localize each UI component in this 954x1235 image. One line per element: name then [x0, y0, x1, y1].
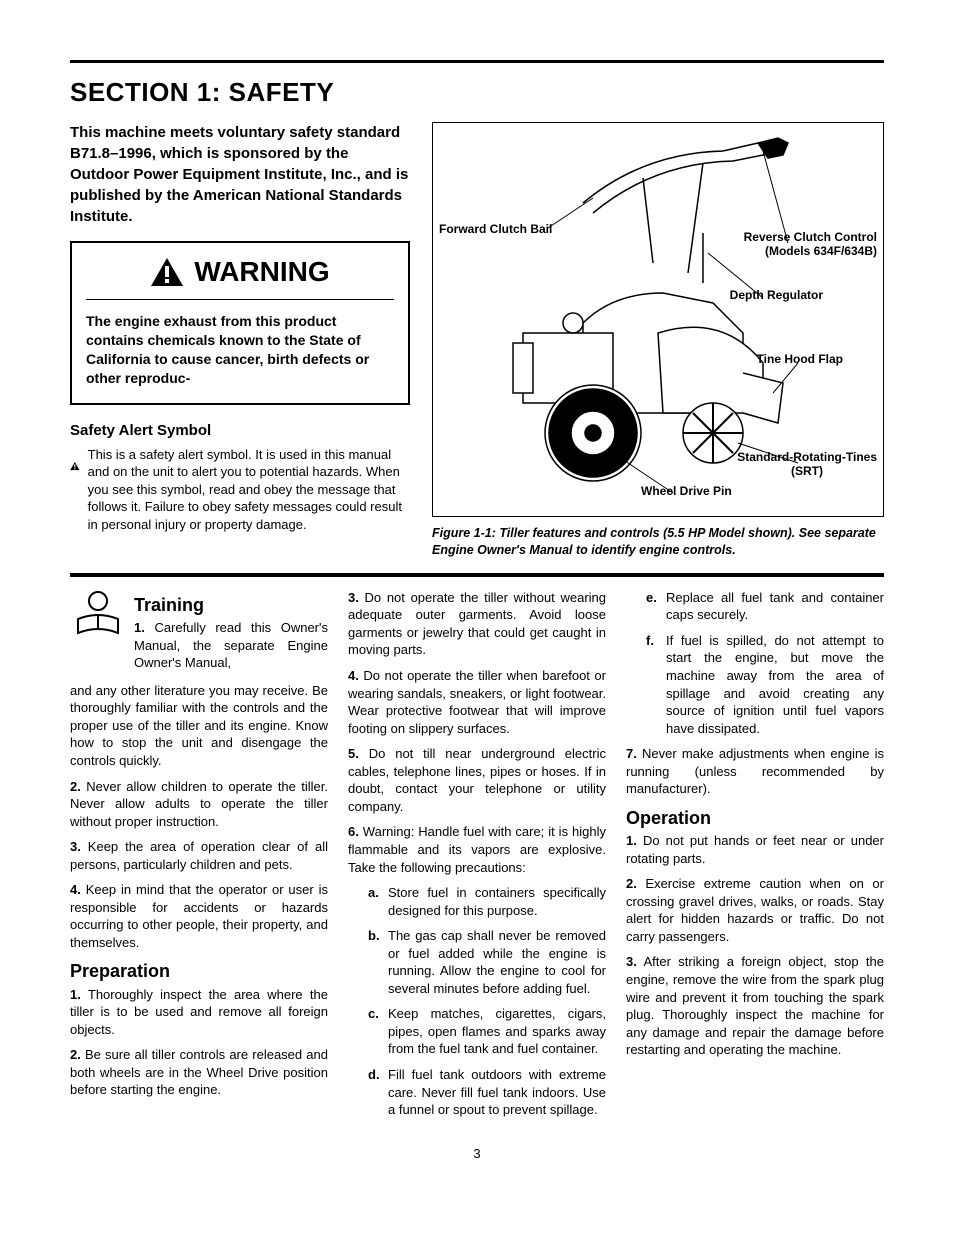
prep-p1-text: Thoroughly inspect the area where the ti… — [70, 987, 328, 1037]
warning-triangle-icon — [150, 257, 184, 287]
preparation-heading: Preparation — [70, 959, 328, 983]
prep-a: a.Store fuel in containers specifically … — [368, 884, 606, 919]
op-p2: 2. Exercise extreme caution when on or c… — [626, 875, 884, 945]
training-p1a-text: Carefully read this Owner's Manual, the … — [134, 620, 328, 670]
upper-region: This machine meets voluntary safety stan… — [70, 122, 884, 559]
prep-c-text: Keep matches, cigarettes, cigars, pipes,… — [388, 1005, 606, 1058]
fig-label-srt2: (SRT) — [791, 463, 823, 479]
prep-f-text: If fuel is spilled, do not attempt to st… — [666, 632, 884, 737]
training-p1b: and any other literature you may receive… — [70, 682, 328, 770]
training-p3: 3. Keep the area of operation clear of a… — [70, 838, 328, 873]
top-rule — [70, 60, 884, 63]
prep-b: b.The gas cap shall never be removed or … — [368, 927, 606, 997]
prep-p6: 6. Warning: Handle fuel with care; it is… — [348, 823, 606, 876]
training-heading: Training — [134, 593, 328, 617]
op-p3-text: After striking a foreign object, stop th… — [626, 954, 884, 1057]
fig-label-wdp: Wheel Drive Pin — [641, 483, 732, 499]
warning-body: The engine exhaust from this product con… — [86, 312, 394, 388]
warning-box: WARNING The engine exhaust from this pro… — [70, 241, 410, 405]
training-p3-text: Keep the area of operation clear of all … — [70, 839, 328, 872]
intro-paragraph: This machine meets voluntary safety stan… — [70, 122, 410, 227]
fig-label-dr: Depth Regulator — [730, 287, 823, 303]
op-p2-text: Exercise extreme caution when on or cros… — [626, 876, 884, 944]
prep-p7-text: Never make adjustments when engine is ru… — [626, 746, 884, 796]
right-column: Forward Clutch Bail Reverse Clutch Contr… — [432, 122, 884, 559]
prep-p7: 7. Never make adjustments when engine is… — [626, 745, 884, 798]
manual-reader-icon — [70, 589, 126, 642]
training-p1a: 1. Carefully read this Owner's Manual, t… — [134, 619, 328, 672]
safety-alert-row: This is a safety alert symbol. It is use… — [70, 446, 410, 534]
training-p2: 2. Never allow children to operate the t… — [70, 778, 328, 831]
training-p4: 4. Keep in mind that the operator or use… — [70, 881, 328, 951]
op-p1-text: Do not put hands or feet near or under r… — [626, 833, 884, 866]
prep-f: f.If fuel is spilled, do not attempt to … — [646, 632, 884, 737]
prep-p5: 5. Do not till near underground electric… — [348, 745, 606, 815]
section-title: SECTION 1: SAFETY — [70, 75, 884, 110]
prep-p3-text: Do not operate the tiller without wearin… — [348, 590, 606, 658]
safety-alert-body: This is a safety alert symbol. It is use… — [88, 446, 410, 534]
prep-p2: 2. Be sure all tiller controls are relea… — [70, 1046, 328, 1099]
warning-header: WARNING — [86, 253, 394, 300]
mid-rule — [70, 573, 884, 577]
prep-a-text: Store fuel in containers specifically de… — [388, 884, 606, 919]
col-2: 3. Do not operate the tiller without wea… — [348, 589, 606, 1127]
prep-d-text: Fill fuel tank outdoors with extreme car… — [388, 1066, 606, 1119]
fig-label-fcb: Forward Clutch Bail — [439, 221, 552, 237]
prep-d: d.Fill fuel tank outdoors with extreme c… — [368, 1066, 606, 1119]
prep-b-text: The gas cap shall never be removed or fu… — [388, 927, 606, 997]
figure-caption: Figure 1-1: Tiller features and controls… — [432, 525, 884, 559]
page-number: 3 — [70, 1145, 884, 1163]
warning-heading-text: WARNING — [194, 253, 329, 291]
prep-p4: 4. Do not operate the tiller when barefo… — [348, 667, 606, 737]
col-3: e.Replace all fuel tank and container ca… — [626, 589, 884, 1127]
lower-columns: Training 1. Carefully read this Owner's … — [70, 589, 884, 1127]
figure-box: Forward Clutch Bail Reverse Clutch Contr… — [432, 122, 884, 517]
operation-heading: Operation — [626, 806, 884, 830]
training-header-row: Training 1. Carefully read this Owner's … — [70, 589, 328, 680]
op-p3: 3. After striking a foreign object, stop… — [626, 953, 884, 1058]
prep-p3: 3. Do not operate the tiller without wea… — [348, 589, 606, 659]
left-column: This machine meets voluntary safety stan… — [70, 122, 410, 559]
fig-label-rcc2: (Models 634F/634B) — [765, 243, 877, 259]
op-p1: 1. Do not put hands or feet near or unde… — [626, 832, 884, 867]
training-p2-text: Never allow children to operate the till… — [70, 779, 328, 829]
fig-label-thf: Tine Hood Flap — [757, 351, 843, 367]
col-1: Training 1. Carefully read this Owner's … — [70, 589, 328, 1127]
prep-p2-text: Be sure all tiller controls are released… — [70, 1047, 328, 1097]
prep-p6-text: Warning: Handle fuel with care; it is hi… — [348, 824, 606, 874]
prep-c: c.Keep matches, cigarettes, cigars, pipe… — [368, 1005, 606, 1058]
prep-e-text: Replace all fuel tank and container caps… — [666, 589, 884, 624]
prep-sublist: a.Store fuel in containers specifically … — [348, 884, 606, 1119]
alert-triangle-icon — [70, 446, 80, 486]
safety-alert-heading: Safety Alert Symbol — [70, 421, 410, 441]
prep-p4-text: Do not operate the tiller when barefoot … — [348, 668, 606, 736]
prep-p5-text: Do not till near underground electric ca… — [348, 746, 606, 814]
prep-sublist-cont: e.Replace all fuel tank and container ca… — [626, 589, 884, 737]
training-p4-text: Keep in mind that the operator or user i… — [70, 882, 328, 950]
prep-e: e.Replace all fuel tank and container ca… — [646, 589, 884, 624]
prep-p1: 1. Thoroughly inspect the area where the… — [70, 986, 328, 1039]
